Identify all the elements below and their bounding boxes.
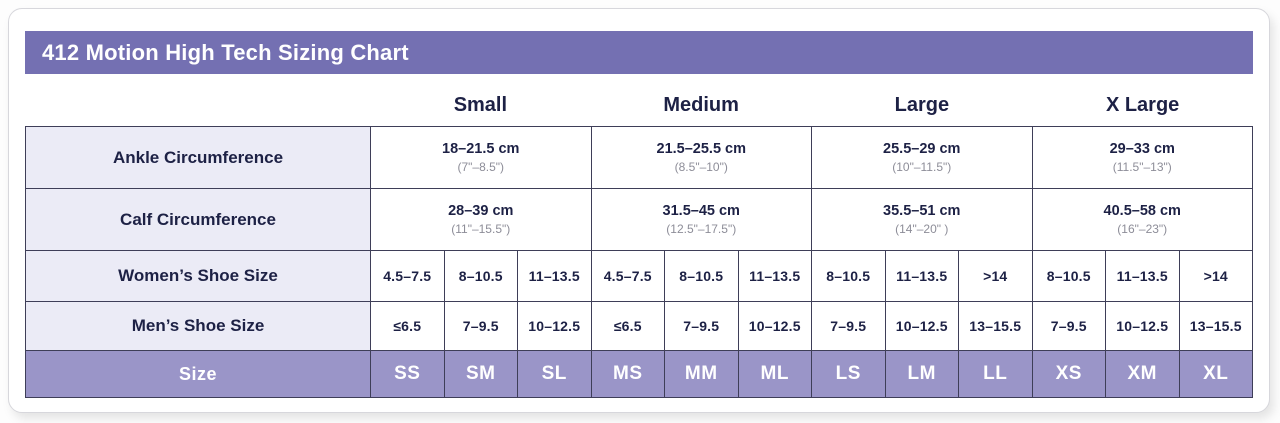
mens-shoe-cell: 13–15.5	[958, 301, 1033, 351]
table-row-womens-shoe: Women’s Shoe Size 4.5–7.5 8–10.5 11–13.5…	[25, 250, 1253, 302]
calf-cell-xlarge: 40.5–58 cm (16"–23")	[1031, 188, 1253, 251]
ankle-in-xlarge: (11.5"–13")	[1112, 159, 1172, 174]
calf-in-xlarge: (16"–23")	[1117, 221, 1168, 236]
ankle-cell-small: 18–21.5 cm (7"–8.5")	[370, 126, 592, 189]
calf-cm-medium: 31.5–45 cm	[662, 203, 740, 220]
mens-shoe-cell: 7–9.5	[664, 301, 739, 351]
group-header-large: Large	[894, 94, 950, 116]
table-row-ankle: Ankle Circumference 18–21.5 cm (7"–8.5")…	[25, 126, 1253, 189]
womens-shoe-cell: 8–10.5	[1031, 250, 1106, 302]
womens-shoe-cell: 8–10.5	[811, 250, 886, 302]
row-label-size: Size	[25, 350, 371, 398]
mens-shoe-cell: 10–12.5	[1105, 301, 1180, 351]
sizing-table: Ankle Circumference 18–21.5 cm (7"–8.5")…	[25, 126, 1253, 398]
calf-in-large: (14"–20" )	[895, 221, 949, 236]
table-row-mens-shoe: Men’s Shoe Size ≤6.5 7–9.5 10–12.5 ≤6.5 …	[25, 301, 1253, 351]
size-code-cell: LM	[884, 350, 959, 398]
size-code-cell: MS	[590, 350, 665, 398]
ankle-cm-large: 25.5–29 cm	[883, 141, 961, 158]
row-label-womens-shoe: Women’s Shoe Size	[25, 250, 371, 302]
ankle-cell-large: 25.5–29 cm (10"–11.5")	[811, 126, 1033, 189]
calf-cell-large: 35.5–51 cm (14"–20" )	[811, 188, 1033, 251]
womens-shoe-cell: >14	[1178, 250, 1253, 302]
size-code-cell: XM	[1105, 350, 1180, 398]
mens-shoe-cell: 7–9.5	[1031, 301, 1106, 351]
size-code-cell: XS	[1031, 350, 1106, 398]
womens-shoe-cell: 8–10.5	[443, 250, 518, 302]
mens-shoe-cell: 13–15.5	[1178, 301, 1253, 351]
row-label-calf: Calf Circumference	[25, 188, 371, 251]
mens-shoe-cell: ≤6.5	[590, 301, 665, 351]
size-code-cell: LS	[811, 350, 886, 398]
group-header-xlarge: X Large	[1105, 94, 1180, 116]
mens-shoe-cell: ≤6.5	[370, 301, 445, 351]
mens-shoe-cell: 10–12.5	[884, 301, 959, 351]
table-row-size-codes: Size SS SM SL MS MM ML LS LM LL XS XM XL	[25, 350, 1253, 398]
calf-in-small: (11"–15.5")	[451, 221, 511, 236]
chart-title: 412 Motion High Tech Sizing Chart	[42, 39, 409, 65]
calf-cm-small: 28–39 cm	[448, 203, 514, 220]
calf-cm-large: 35.5–51 cm	[883, 203, 961, 220]
mens-shoe-cell: 10–12.5	[517, 301, 592, 351]
calf-cell-medium: 31.5–45 cm (12.5"–17.5")	[590, 188, 812, 251]
womens-shoe-cell: 11–13.5	[517, 250, 592, 302]
group-header-small: Small	[453, 94, 508, 116]
womens-shoe-cell: 4.5–7.5	[370, 250, 445, 302]
womens-shoe-cell: 8–10.5	[664, 250, 739, 302]
womens-shoe-cell: 11–13.5	[737, 250, 812, 302]
size-code-cell: MM	[664, 350, 739, 398]
ankle-cm-xlarge: 29–33 cm	[1109, 141, 1175, 158]
ankle-in-medium: (8.5"–10")	[674, 159, 728, 174]
ankle-cell-xlarge: 29–33 cm (11.5"–13")	[1031, 126, 1253, 189]
size-group-header-row: Small Medium Large X Large	[25, 89, 1253, 122]
ankle-cell-medium: 21.5–25.5 cm (8.5"–10")	[590, 126, 812, 189]
ankle-in-large: (10"–11.5")	[892, 159, 952, 174]
ankle-cm-medium: 21.5–25.5 cm	[656, 141, 747, 158]
table-row-calf: Calf Circumference 28–39 cm (11"–15.5") …	[25, 188, 1253, 251]
group-header-medium: Medium	[663, 94, 739, 116]
mens-shoe-cell: 7–9.5	[443, 301, 518, 351]
calf-cell-small: 28–39 cm (11"–15.5")	[370, 188, 592, 251]
chart-title-bar: 412 Motion High Tech Sizing Chart	[25, 31, 1253, 74]
womens-shoe-cell: >14	[958, 250, 1033, 302]
womens-shoe-cell: 11–13.5	[1105, 250, 1180, 302]
mens-shoe-cell: 10–12.5	[737, 301, 812, 351]
ankle-cm-small: 18–21.5 cm	[442, 141, 520, 158]
womens-shoe-cell: 11–13.5	[884, 250, 959, 302]
size-code-cell: ML	[737, 350, 812, 398]
row-label-ankle: Ankle Circumference	[25, 126, 371, 189]
size-code-cell: XL	[1178, 350, 1253, 398]
womens-shoe-cell: 4.5–7.5	[590, 250, 665, 302]
size-code-cell: LL	[958, 350, 1033, 398]
row-label-mens-shoe: Men’s Shoe Size	[25, 301, 371, 351]
ankle-in-small: (7"–8.5")	[457, 159, 505, 174]
size-code-cell: SM	[443, 350, 518, 398]
calf-in-medium: (12.5"–17.5")	[666, 221, 737, 236]
mens-shoe-cell: 7–9.5	[811, 301, 886, 351]
sizing-chart-card: 412 Motion High Tech Sizing Chart Small …	[8, 8, 1270, 413]
calf-cm-xlarge: 40.5–58 cm	[1103, 203, 1181, 220]
size-code-cell: SS	[370, 350, 445, 398]
size-code-cell: SL	[517, 350, 592, 398]
